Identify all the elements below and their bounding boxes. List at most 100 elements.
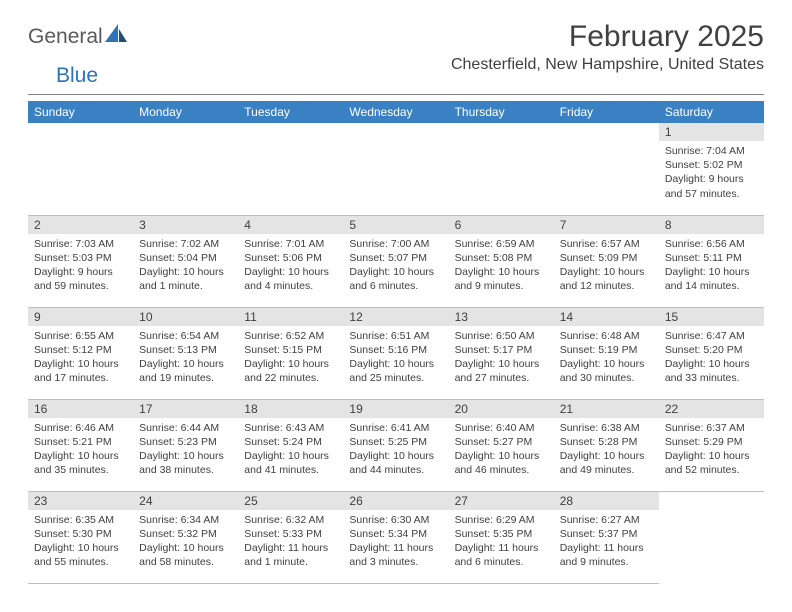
calendar-week-row: 23Sunrise: 6:35 AMSunset: 5:30 PMDayligh… <box>28 491 764 583</box>
day-detail-line: Daylight: 10 hours <box>665 265 758 279</box>
day-detail-line: Daylight: 9 hours <box>665 172 758 186</box>
day-number: 22 <box>659 400 764 418</box>
day-number: 16 <box>28 400 133 418</box>
day-detail-line: Daylight: 11 hours <box>349 541 442 555</box>
day-detail-line: Sunset: 5:20 PM <box>665 343 758 357</box>
day-detail-line: Sunset: 5:28 PM <box>560 435 653 449</box>
day-detail-line: Sunset: 5:17 PM <box>455 343 548 357</box>
day-details: Sunrise: 6:37 AMSunset: 5:29 PMDaylight:… <box>659 418 764 481</box>
day-detail-line: Sunset: 5:33 PM <box>244 527 337 541</box>
calendar-day-cell: 10Sunrise: 6:54 AMSunset: 5:13 PMDayligh… <box>133 307 238 399</box>
day-detail-line: Daylight: 11 hours <box>455 541 548 555</box>
day-detail-line: Sunset: 5:19 PM <box>560 343 653 357</box>
day-detail-line: Daylight: 10 hours <box>139 541 232 555</box>
day-number: 4 <box>238 216 343 234</box>
day-detail-line: Daylight: 11 hours <box>560 541 653 555</box>
day-detail-line: Daylight: 11 hours <box>244 541 337 555</box>
day-detail-line: Sunrise: 7:04 AM <box>665 144 758 158</box>
calendar-table: Sunday Monday Tuesday Wednesday Thursday… <box>28 101 764 584</box>
day-detail-line: and 9 minutes. <box>455 279 548 293</box>
weekday-header-row: Sunday Monday Tuesday Wednesday Thursday… <box>28 101 764 123</box>
day-number: 26 <box>343 492 448 510</box>
day-detail-line: Daylight: 10 hours <box>139 357 232 371</box>
day-details: Sunrise: 6:51 AMSunset: 5:16 PMDaylight:… <box>343 326 448 389</box>
day-number: 14 <box>554 308 659 326</box>
day-detail-line: and 27 minutes. <box>455 371 548 385</box>
day-details: Sunrise: 6:56 AMSunset: 5:11 PMDaylight:… <box>659 234 764 297</box>
day-details: Sunrise: 6:34 AMSunset: 5:32 PMDaylight:… <box>133 510 238 573</box>
calendar-day-cell: 7Sunrise: 6:57 AMSunset: 5:09 PMDaylight… <box>554 215 659 307</box>
day-detail-line: and 22 minutes. <box>244 371 337 385</box>
day-detail-line: and 33 minutes. <box>665 371 758 385</box>
calendar-day-cell: 23Sunrise: 6:35 AMSunset: 5:30 PMDayligh… <box>28 491 133 583</box>
day-number: 2 <box>28 216 133 234</box>
day-detail-line: and 46 minutes. <box>455 463 548 477</box>
day-detail-line: Sunset: 5:25 PM <box>349 435 442 449</box>
day-number: 13 <box>449 308 554 326</box>
day-detail-line: and 49 minutes. <box>560 463 653 477</box>
day-detail-line: Sunrise: 6:55 AM <box>34 329 127 343</box>
day-details: Sunrise: 6:47 AMSunset: 5:20 PMDaylight:… <box>659 326 764 389</box>
calendar-day-cell: 16Sunrise: 6:46 AMSunset: 5:21 PMDayligh… <box>28 399 133 491</box>
day-detail-line: Sunrise: 6:50 AM <box>455 329 548 343</box>
calendar-week-row: 9Sunrise: 6:55 AMSunset: 5:12 PMDaylight… <box>28 307 764 399</box>
day-number: 28 <box>554 492 659 510</box>
day-detail-line: Sunset: 5:11 PM <box>665 251 758 265</box>
day-detail-line: Sunset: 5:32 PM <box>139 527 232 541</box>
day-details: Sunrise: 6:52 AMSunset: 5:15 PMDaylight:… <box>238 326 343 389</box>
calendar-day-cell <box>554 123 659 215</box>
day-detail-line: and 58 minutes. <box>139 555 232 569</box>
day-detail-line: Sunset: 5:30 PM <box>34 527 127 541</box>
day-detail-line: Sunset: 5:13 PM <box>139 343 232 357</box>
day-detail-line: and 38 minutes. <box>139 463 232 477</box>
day-number: 8 <box>659 216 764 234</box>
day-details: Sunrise: 6:35 AMSunset: 5:30 PMDaylight:… <box>28 510 133 573</box>
calendar-day-cell <box>28 123 133 215</box>
day-details: Sunrise: 6:29 AMSunset: 5:35 PMDaylight:… <box>449 510 554 573</box>
day-number: 7 <box>554 216 659 234</box>
day-number: 24 <box>133 492 238 510</box>
day-details: Sunrise: 6:32 AMSunset: 5:33 PMDaylight:… <box>238 510 343 573</box>
day-number: 12 <box>343 308 448 326</box>
day-number: 11 <box>238 308 343 326</box>
day-detail-line: Sunset: 5:12 PM <box>34 343 127 357</box>
day-details: Sunrise: 6:27 AMSunset: 5:37 PMDaylight:… <box>554 510 659 573</box>
day-detail-line: and 12 minutes. <box>560 279 653 293</box>
day-detail-line: Daylight: 10 hours <box>244 265 337 279</box>
day-number: 15 <box>659 308 764 326</box>
day-detail-line: Sunrise: 6:37 AM <box>665 421 758 435</box>
day-detail-line: Sunrise: 6:40 AM <box>455 421 548 435</box>
day-detail-line: Sunset: 5:04 PM <box>139 251 232 265</box>
weekday-header: Monday <box>133 101 238 123</box>
day-details: Sunrise: 6:48 AMSunset: 5:19 PMDaylight:… <box>554 326 659 389</box>
calendar-day-cell: 26Sunrise: 6:30 AMSunset: 5:34 PMDayligh… <box>343 491 448 583</box>
day-detail-line: Sunrise: 6:38 AM <box>560 421 653 435</box>
day-number: 6 <box>449 216 554 234</box>
day-detail-line: Daylight: 10 hours <box>349 265 442 279</box>
day-detail-line: Sunset: 5:08 PM <box>455 251 548 265</box>
calendar-week-row: 16Sunrise: 6:46 AMSunset: 5:21 PMDayligh… <box>28 399 764 491</box>
calendar-day-cell: 21Sunrise: 6:38 AMSunset: 5:28 PMDayligh… <box>554 399 659 491</box>
day-detail-line: Daylight: 9 hours <box>34 265 127 279</box>
calendar-day-cell: 24Sunrise: 6:34 AMSunset: 5:32 PMDayligh… <box>133 491 238 583</box>
day-number: 3 <box>133 216 238 234</box>
day-detail-line: Daylight: 10 hours <box>34 449 127 463</box>
calendar-day-cell: 6Sunrise: 6:59 AMSunset: 5:08 PMDaylight… <box>449 215 554 307</box>
day-detail-line: Sunset: 5:23 PM <box>139 435 232 449</box>
day-detail-line: and 4 minutes. <box>244 279 337 293</box>
day-number: 19 <box>343 400 448 418</box>
day-detail-line: Sunrise: 6:54 AM <box>139 329 232 343</box>
day-detail-line: Sunrise: 6:46 AM <box>34 421 127 435</box>
logo-text-blue: Blue <box>56 64 98 88</box>
day-detail-line: Sunset: 5:15 PM <box>244 343 337 357</box>
day-detail-line: and 3 minutes. <box>349 555 442 569</box>
day-detail-line: and 25 minutes. <box>349 371 442 385</box>
day-detail-line: and 9 minutes. <box>560 555 653 569</box>
day-detail-line: Sunset: 5:03 PM <box>34 251 127 265</box>
day-details: Sunrise: 7:00 AMSunset: 5:07 PMDaylight:… <box>343 234 448 297</box>
day-detail-line: and 14 minutes. <box>665 279 758 293</box>
day-detail-line: Sunrise: 7:00 AM <box>349 237 442 251</box>
day-detail-line: and 19 minutes. <box>139 371 232 385</box>
day-number: 23 <box>28 492 133 510</box>
weekday-header: Thursday <box>449 101 554 123</box>
